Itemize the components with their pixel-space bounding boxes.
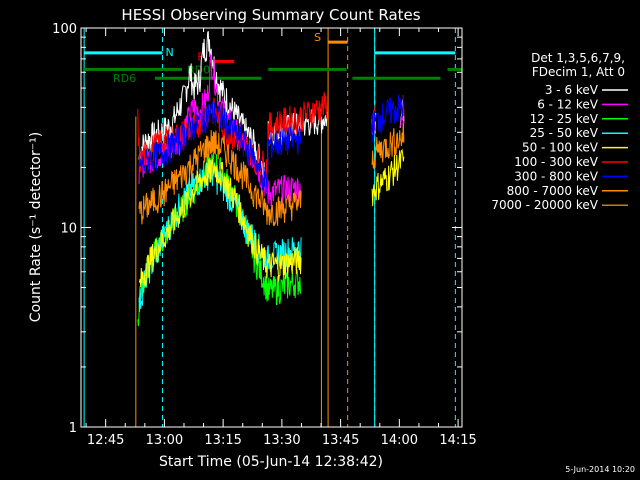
series-line [138,94,405,195]
legend-label: 100 - 300 keV [514,155,598,169]
y-tick-label: 10 [60,222,77,237]
chart-title: HESSI Observing Summary Count Rates [121,6,420,24]
series-layer [137,31,405,327]
decimation-label: RD6 [113,72,136,85]
legend-label: 3 - 6 keV [545,83,599,97]
legend-label: 50 - 100 keV [522,141,599,155]
y-tick-label: 1 [69,421,77,436]
legend-label: 6 - 12 keV [537,97,599,111]
night-label: N [165,46,173,59]
series-line [138,148,405,287]
y-tick-label: 100 [52,22,77,37]
x-axis-label: Start Time (05-Jun-14 12:38:42) [159,454,383,470]
x-tick-label: 13:00 [146,433,183,448]
series-line [137,152,302,327]
legend-label: 12 - 25 keV [530,112,599,126]
x-tick-label: 12:45 [87,433,124,448]
axes-layer: 12:45 13:00 13:15 13:30 13:45 14:00 14:15 1 10 10… [52,22,477,448]
legend-header-line1: Det 1,3,5,6,7,9, [531,51,625,65]
legend-label: 7000 - 20000 keV [491,198,598,212]
x-tick-label: 14:15 [439,433,476,448]
legend-label: 800 - 7000 keV [507,184,599,198]
legend-label: 25 - 50 keV [530,126,599,140]
x-tick-label: 13:30 [263,433,300,448]
saa-label: S [314,31,321,44]
flare-label: F [197,50,203,63]
x-tick-label: 13:45 [322,433,359,448]
x-tick-label: 13:15 [204,433,241,448]
legend-label: 300 - 800 keV [514,169,598,183]
legend: Det 1,3,5,6,7,9, FDecim 1, Att 0 3 - 6 k… [491,51,628,212]
y-axis-label: Count Rate (s⁻¹ detector⁻¹) [28,132,44,322]
x-tick-label: 14:00 [381,433,418,448]
series-line [138,122,405,227]
legend-header-line2: FDecim 1, Att 0 [532,65,625,79]
date-stamp: 5-Jun-2014 10:20 [565,465,635,474]
